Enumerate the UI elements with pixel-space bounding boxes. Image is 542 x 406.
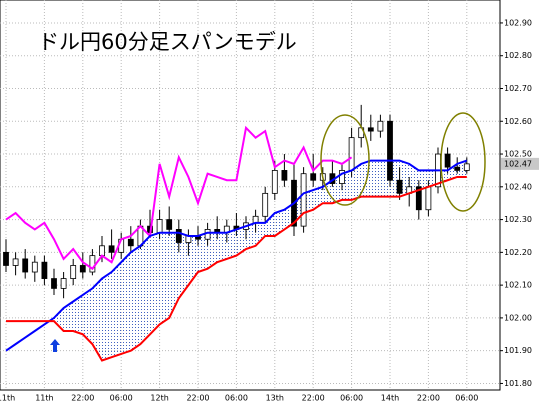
highlight-circle	[320, 114, 370, 206]
cloud	[274, 209, 285, 236]
candle-body	[463, 163, 470, 171]
span-line	[6, 175, 467, 362]
candle-body	[3, 251, 9, 266]
cloud	[236, 226, 246, 256]
cloud	[188, 235, 198, 286]
cloud	[102, 272, 112, 361]
y-tick-label: 102.60	[504, 117, 532, 126]
cloud	[130, 245, 141, 351]
cloud	[198, 232, 208, 273]
cloud	[370, 160, 381, 197]
candle-body	[310, 173, 317, 181]
y-tick-label: 102.40	[504, 182, 532, 191]
cloud	[73, 294, 83, 335]
y-tick-label: 102.30	[504, 215, 532, 224]
candle-body	[425, 186, 432, 211]
candle-body	[348, 137, 355, 171]
x-tick-label: 22:00	[302, 394, 325, 403]
x-tick-label: 06:00	[110, 394, 133, 403]
cloud	[82, 288, 93, 345]
x-tick-label: 06:00	[340, 394, 363, 403]
cloud	[150, 232, 160, 335]
x-tick-label: 06:00	[455, 394, 478, 403]
y-tick-label: 102.20	[504, 248, 532, 257]
chart-title: ドル円60分足スパンモデル	[38, 30, 297, 54]
price-box	[501, 157, 539, 170]
highlight-circle	[440, 112, 486, 212]
cloud	[159, 232, 170, 325]
signal-arrow	[50, 339, 60, 352]
candle-body	[41, 261, 48, 279]
y-tick-label: 102.90	[504, 18, 532, 27]
candle-body	[387, 120, 393, 181]
candle-body	[281, 170, 288, 181]
x-tick-label: 11th	[35, 394, 53, 403]
cloud	[217, 232, 227, 263]
cloud	[63, 301, 74, 332]
candle-body	[60, 278, 67, 289]
cloud	[111, 262, 122, 358]
cloud	[226, 229, 237, 259]
cloud	[121, 252, 131, 354]
y-tick-label: 101.80	[504, 379, 532, 388]
candle-body	[300, 173, 307, 227]
y-tick-label: 102.50	[504, 150, 532, 159]
candle-body	[367, 127, 374, 132]
candle-body	[79, 265, 86, 273]
candle-body	[156, 219, 163, 234]
candle-body	[12, 258, 19, 266]
candle-body	[339, 170, 345, 184]
candle-body	[99, 245, 105, 257]
cloud	[351, 163, 362, 200]
x-tick-label: 22:00	[417, 394, 440, 403]
candle-body	[166, 219, 173, 230]
y-tick-label: 102.80	[504, 51, 532, 60]
cloud	[169, 232, 179, 318]
span-line	[5, 125, 353, 271]
candle-body	[175, 229, 182, 243]
x-tick-label: 11th	[0, 394, 15, 403]
candle-body	[454, 166, 461, 171]
x-tick-label: 22:00	[71, 394, 94, 403]
y-tick-label: 102.00	[504, 313, 532, 322]
cloud	[255, 222, 266, 246]
x-tick-label: 12th	[150, 394, 168, 403]
y-tick-label: 102.70	[504, 84, 532, 93]
price-label: 102.47	[504, 159, 532, 168]
cloud	[178, 232, 189, 299]
cloud	[54, 308, 64, 332]
cloud	[207, 232, 218, 269]
candle-body	[444, 153, 451, 168]
cloud	[265, 213, 275, 236]
x-tick-label: 06:00	[225, 394, 248, 403]
candle-body	[415, 186, 422, 211]
candle-body	[271, 170, 278, 194]
candle-body	[127, 238, 134, 247]
candle-body	[70, 265, 77, 279]
cloud	[418, 170, 429, 191]
cloud	[140, 235, 150, 345]
candle-body	[22, 258, 29, 273]
x-tick-label: 13th	[266, 394, 284, 403]
cloud	[92, 278, 102, 361]
candle-body	[31, 261, 38, 273]
x-tick-label: 14th	[381, 394, 399, 403]
span-line	[5, 159, 468, 352]
candle-body	[262, 192, 269, 217]
candle-body	[377, 120, 384, 132]
candle-body	[396, 179, 403, 194]
y-tick-label: 102.10	[504, 281, 532, 290]
x-tick-label: 22:00	[186, 394, 209, 403]
y-tick-label: 101.90	[504, 346, 532, 355]
cloud	[409, 163, 419, 194]
candle-body	[51, 278, 57, 289]
candle-body	[108, 245, 115, 253]
